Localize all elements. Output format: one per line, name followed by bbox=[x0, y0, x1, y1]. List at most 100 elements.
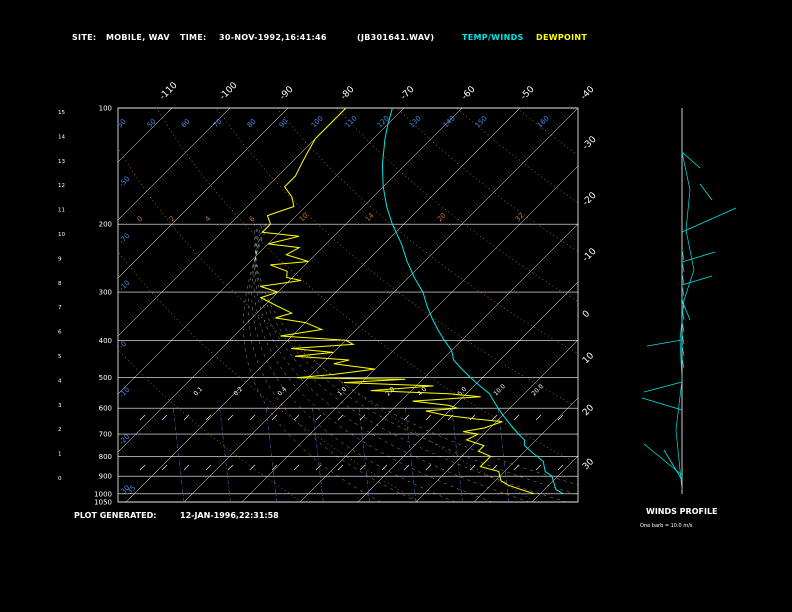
moist-adiabat-label: 5.0 bbox=[456, 386, 468, 398]
right-temp-tick-label: 10 bbox=[581, 351, 596, 366]
grid-tick-mark bbox=[491, 414, 498, 421]
dry-adiabat-line bbox=[336, 108, 578, 303]
grid-tick-mark bbox=[161, 414, 168, 421]
mixing-ratio-label: 50 bbox=[146, 117, 158, 129]
dry-adiabat-label: 32 bbox=[514, 211, 526, 223]
grid-tick-mark bbox=[513, 414, 520, 421]
grid-tick-mark bbox=[447, 464, 454, 471]
top-temp-tick-label: -90 bbox=[278, 84, 296, 102]
grid-tick-mark bbox=[293, 464, 300, 471]
top-temp-tick-label: -100 bbox=[218, 80, 240, 102]
dry-adiabat-label: 2 bbox=[168, 215, 177, 224]
dry-adiabat-line bbox=[118, 349, 303, 502]
wind-profile-line bbox=[675, 151, 695, 491]
height-tick-label: 3 bbox=[58, 403, 62, 409]
grid-tick-mark bbox=[359, 414, 366, 421]
grid-tick-mark bbox=[139, 464, 146, 471]
mixing-ratio-line bbox=[312, 408, 324, 502]
left-inner-label: -0 bbox=[118, 340, 129, 351]
height-tick-label: 14 bbox=[58, 134, 65, 140]
mixing-ratio-label: 70 bbox=[212, 117, 224, 129]
right-temp-tick-label: 0 bbox=[581, 309, 592, 320]
right-temp-tick-label: -20 bbox=[581, 190, 599, 208]
isotherm-line bbox=[357, 281, 578, 502]
moist-adiabat-line bbox=[255, 224, 530, 502]
pressure-tick-label: 800 bbox=[99, 453, 112, 461]
isotherm-line bbox=[531, 455, 578, 502]
grid-tick-mark bbox=[161, 464, 168, 471]
grid-tick-mark bbox=[381, 414, 388, 421]
grid-tick-mark bbox=[491, 464, 498, 471]
grid-tick-mark bbox=[205, 414, 212, 421]
dry-adiabat-line bbox=[276, 108, 578, 354]
pressure-tick-label: 1000 bbox=[94, 490, 112, 498]
dry-adiabat-line bbox=[637, 108, 792, 502]
moist-adiabat-line bbox=[255, 224, 567, 502]
pressure-tick-label: 400 bbox=[99, 337, 112, 345]
wind-barb bbox=[643, 381, 683, 393]
time-value: 30-NOV-1992,16:41:46 bbox=[219, 33, 327, 42]
isotherm-line bbox=[241, 165, 578, 502]
dry-adiabat-label: 4 bbox=[204, 214, 213, 223]
grid-tick-mark bbox=[337, 464, 344, 471]
height-tick-label: 0 bbox=[58, 476, 62, 482]
mixing-ratio-label: 110 bbox=[344, 114, 359, 129]
moist-adiabat-line bbox=[255, 224, 578, 495]
grid-tick-mark bbox=[535, 464, 542, 471]
dry-adiabat-label: 14 bbox=[364, 211, 376, 223]
isotherm-line bbox=[590, 108, 792, 502]
mixing-ratio-label: 100 bbox=[310, 114, 325, 129]
pressure-tick-label: 1050 bbox=[94, 499, 112, 507]
grid-tick-mark bbox=[183, 464, 190, 471]
isotherm-line bbox=[118, 108, 231, 221]
isotherm-line bbox=[0, 108, 56, 502]
height-tick-label: 13 bbox=[58, 159, 65, 165]
dewpoint-legend: DEWPOINT bbox=[536, 33, 588, 42]
top-temp-tick-label: -70 bbox=[399, 84, 417, 102]
isotherm-line bbox=[0, 108, 114, 502]
grid-tick-mark bbox=[249, 414, 256, 421]
mixing-ratio-line bbox=[451, 408, 463, 502]
pressure-tick-label: 500 bbox=[99, 374, 112, 382]
mixing-ratio-line bbox=[265, 408, 278, 502]
grid-tick-mark bbox=[425, 464, 432, 471]
grid-tick-mark bbox=[249, 464, 256, 471]
grid-tick-mark bbox=[513, 464, 520, 471]
moist-adiabat-line bbox=[243, 224, 382, 502]
top-temp-tick-label: -60 bbox=[460, 84, 478, 102]
temp-winds-legend: TEMP/WINDS bbox=[462, 33, 524, 42]
pressure-tick-label: 600 bbox=[99, 405, 112, 413]
height-tick-label: 15 bbox=[58, 110, 65, 116]
mixing-ratio-label: 50 bbox=[116, 117, 128, 129]
grid-tick-mark bbox=[293, 414, 300, 421]
grid-tick-mark bbox=[469, 414, 476, 421]
dry-adiabat-label: 20 bbox=[436, 211, 448, 223]
wind-barb bbox=[681, 261, 685, 273]
dry-adiabat-line bbox=[396, 108, 578, 252]
wind-barb bbox=[681, 309, 685, 321]
dry-adiabat-line bbox=[156, 108, 578, 465]
height-tick-label: 11 bbox=[58, 208, 65, 214]
mixing-ratio-line bbox=[358, 408, 370, 502]
chart-grid bbox=[0, 107, 792, 503]
height-tick-label: 7 bbox=[58, 305, 62, 311]
top-temp-tick-label: -110 bbox=[158, 80, 180, 102]
grid-tick-mark bbox=[183, 414, 190, 421]
grid-tick-mark bbox=[359, 464, 366, 471]
left-inner-label: -10 bbox=[118, 386, 132, 400]
grid-tick-mark bbox=[403, 464, 410, 471]
mixing-ratio-line bbox=[173, 408, 185, 502]
height-tick-label: 6 bbox=[58, 330, 62, 336]
dry-adiabat-line bbox=[516, 108, 578, 156]
moist-adiabat-label: 0.4 bbox=[276, 386, 288, 398]
moist-adiabat-label: 10.0 bbox=[492, 383, 507, 398]
top-temp-tick-label: -40 bbox=[579, 84, 597, 102]
wind-barb bbox=[681, 273, 685, 285]
moist-adiabat-line bbox=[253, 224, 493, 502]
mixing-ratio-label: 130 bbox=[408, 114, 423, 129]
grid-tick-mark bbox=[403, 414, 410, 421]
moist-adiabat-label: 1.0 bbox=[336, 386, 348, 398]
left-inner-label: -50 bbox=[118, 175, 132, 189]
top-temp-tick-label: -50 bbox=[519, 84, 537, 102]
